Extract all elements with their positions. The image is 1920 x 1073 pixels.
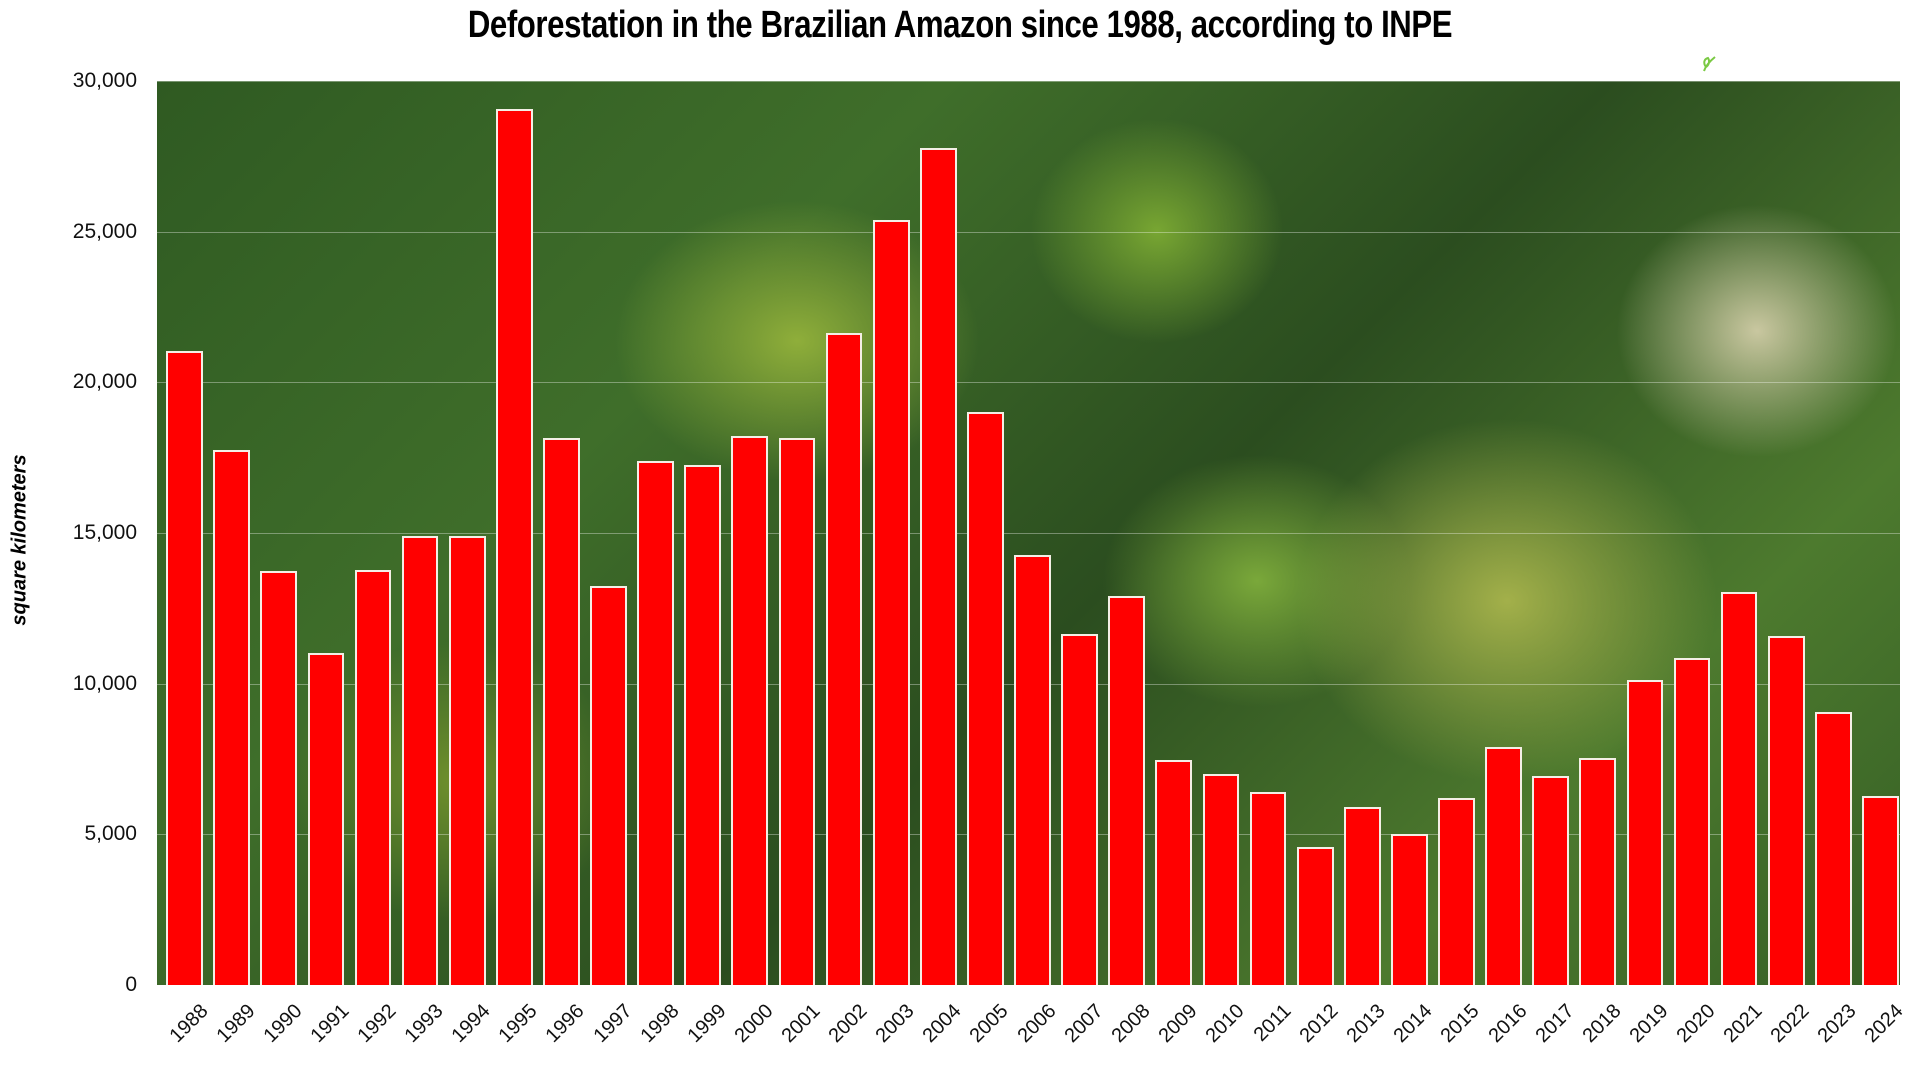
bar-2024 (1862, 795, 1899, 985)
gridline (157, 533, 1900, 534)
bar-1993 (401, 536, 439, 985)
bar-1999 (684, 464, 722, 985)
gridline (157, 231, 1900, 233)
bar-2022 (1767, 635, 1805, 985)
bar-1989 (213, 449, 251, 985)
gridline (157, 382, 1900, 384)
y-tick-label: 0 (125, 973, 137, 996)
bar-2004 (919, 148, 957, 985)
x-tick-label: 2018 (1578, 1000, 1626, 1048)
x-tick-label: 1989 (212, 1000, 260, 1048)
y-tick-label: 25,000 (72, 219, 137, 243)
bar-2013 (1343, 807, 1381, 985)
y-tick-label: 15,000 (72, 521, 137, 544)
x-tick-label: 2024 (1860, 1000, 1908, 1048)
x-tick-label: 1991 (306, 1000, 354, 1048)
x-tick-label: 1998 (636, 1000, 684, 1048)
x-tick-label: 2006 (1013, 1000, 1061, 1048)
x-tick-label: 2004 (918, 1000, 966, 1048)
bar-2021 (1720, 592, 1758, 985)
x-tick-label: 1993 (400, 1000, 448, 1048)
x-tick-label: 2010 (1201, 1000, 1249, 1048)
x-tick-label: 2008 (1107, 1000, 1155, 1048)
bar-2006 (1014, 554, 1051, 985)
chart-title: Deforestation in the Brazilian Amazon si… (467, 4, 1453, 46)
x-tick-label: 2020 (1672, 1000, 1720, 1048)
bar-1996 (543, 437, 580, 985)
bar-2023 (1814, 711, 1852, 985)
x-tick-label: 2015 (1437, 1000, 1485, 1048)
bar-2000 (731, 435, 769, 985)
x-tick-label: 1995 (494, 1000, 542, 1048)
bar-2015 (1438, 797, 1475, 985)
bar-2017 (1532, 775, 1570, 985)
y-tick-label: 20,000 (72, 370, 137, 394)
leaf-icon (1703, 55, 1716, 71)
bar-2010 (1202, 774, 1240, 985)
bar-2016 (1485, 747, 1522, 985)
x-tick-label: 2007 (1060, 1000, 1108, 1048)
bar-2019 (1626, 679, 1664, 985)
x-tick-label: 1999 (683, 1000, 731, 1048)
mongabay-logo: MONGABAY.COM (1700, 52, 1871, 73)
y-tick-label: 10,000 (72, 671, 137, 695)
bar-2008 (1108, 595, 1146, 985)
x-tick-label: 2003 (871, 1000, 919, 1048)
bar-1994 (448, 536, 486, 985)
bar-1990 (260, 571, 298, 985)
x-tick-label: 2011 (1249, 1000, 1296, 1046)
x-tick-label: 1994 (447, 1000, 495, 1048)
bar-1991 (307, 652, 345, 985)
bar-2007 (1061, 633, 1098, 985)
x-tick-label: 2023 (1813, 1000, 1861, 1048)
bar-1998 (637, 461, 674, 985)
x-tick-label: 1992 (353, 1000, 401, 1048)
x-tick-label: 2002 (824, 1000, 872, 1048)
x-tick-label: 2019 (1625, 1000, 1673, 1048)
x-tick-label: 2021 (1719, 1000, 1767, 1048)
x-tick-label: 2000 (730, 1000, 778, 1048)
bar-1988 (166, 350, 203, 985)
bar-2003 (872, 219, 910, 985)
bar-1992 (354, 569, 392, 985)
bar-2018 (1579, 757, 1617, 985)
plot-area (157, 81, 1900, 985)
x-tick-label: 2012 (1295, 1000, 1343, 1048)
bar-2009 (1155, 760, 1193, 985)
x-tick-label: 1990 (259, 1000, 307, 1048)
gridline (157, 81, 1900, 82)
x-tick-label: 2016 (1484, 1000, 1532, 1048)
bar-2005 (967, 412, 1004, 985)
bar-2012 (1296, 847, 1334, 985)
bar-2001 (778, 437, 816, 985)
x-tick-label: 1988 (165, 1000, 213, 1048)
bar-2014 (1390, 833, 1428, 985)
logo-text: MONGABAY.COM (1724, 52, 1872, 72)
x-tick-label: 1997 (589, 1000, 637, 1048)
bar-2020 (1673, 658, 1711, 985)
y-tick-label: 30,000 (72, 69, 137, 92)
x-tick-label: 2001 (777, 1000, 825, 1048)
x-tick-label: 2013 (1342, 1000, 1390, 1048)
x-tick-label: 2009 (1154, 1000, 1202, 1048)
y-axis-label: square kilometers (8, 454, 31, 626)
x-tick-label: 2022 (1766, 1000, 1814, 1048)
bar-2011 (1249, 791, 1287, 985)
x-tick-label: 2005 (965, 1000, 1013, 1048)
x-tick-label: 2017 (1531, 1000, 1579, 1048)
x-tick-label: 2014 (1389, 1000, 1437, 1048)
bar-1997 (590, 586, 627, 985)
bar-1995 (495, 109, 533, 985)
bar-2002 (825, 332, 863, 985)
x-tick-label: 1996 (541, 1000, 589, 1048)
y-tick-label: 5,000 (84, 822, 137, 846)
